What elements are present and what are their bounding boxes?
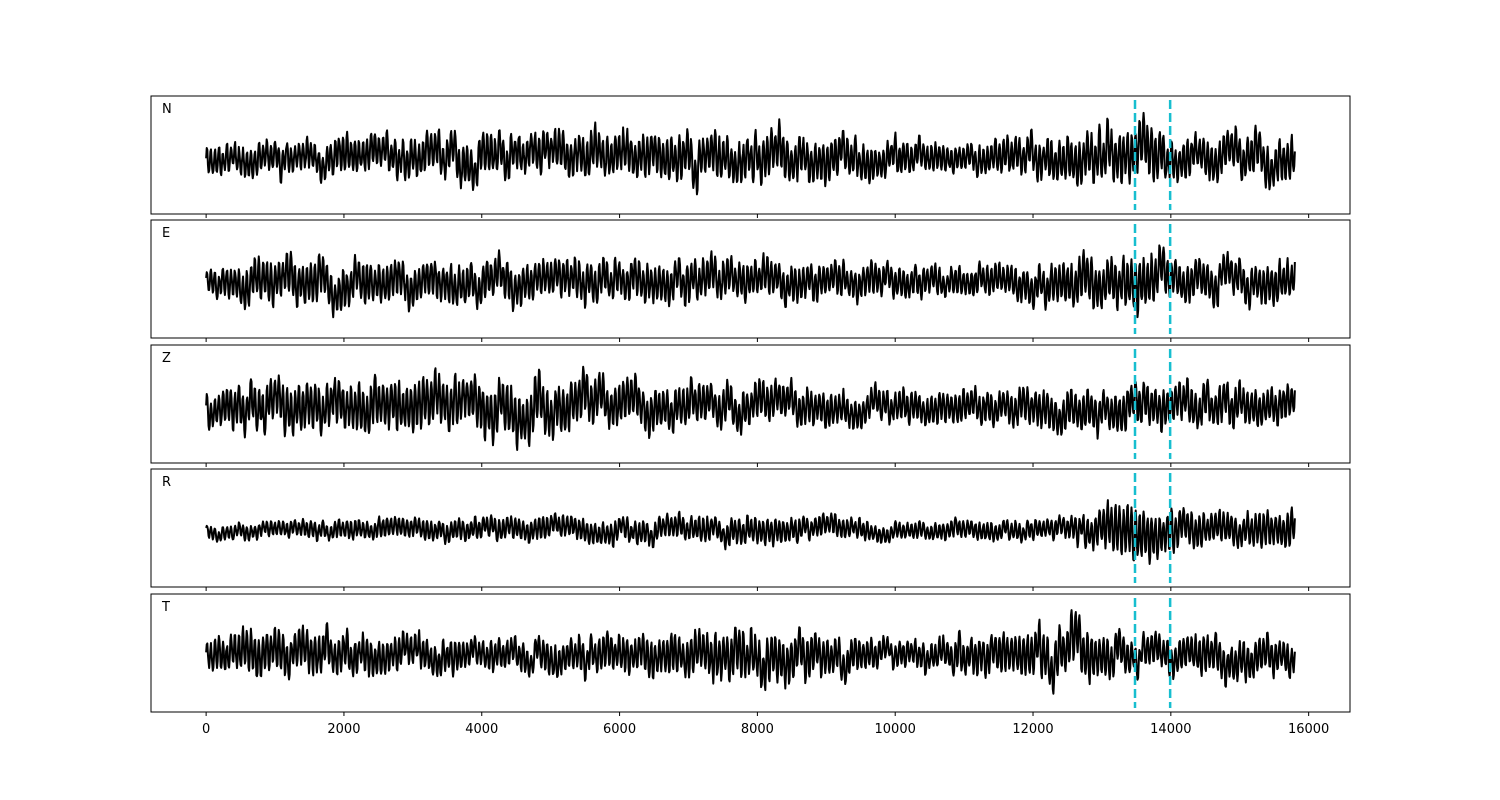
panel-frame-e [150, 219, 1351, 339]
x-tick-label: 10000 [875, 722, 916, 737]
panel-label-n: N [162, 102, 172, 117]
x-tick-label: 0 [202, 722, 210, 737]
x-tick-label: 12000 [1012, 722, 1053, 737]
panel-label-t: T [161, 600, 170, 615]
trace-line-e [205, 244, 1296, 319]
panel-frame-t [150, 593, 1351, 713]
trace-line-n [205, 111, 1296, 196]
x-tick-label: 16000 [1288, 722, 1329, 737]
x-tick-label: 6000 [603, 722, 636, 737]
trace-panels: N E Z R T [150, 95, 1351, 716]
x-tick-label: 2000 [327, 722, 360, 737]
trace-line-z [205, 365, 1296, 451]
panel-frame-n [150, 95, 1351, 215]
x-tick-label: 14000 [1150, 722, 1191, 737]
panel-frame-z [150, 344, 1351, 464]
trace-line-r [205, 499, 1296, 565]
panel-label-z: Z [162, 351, 171, 366]
panel-label-e: E [162, 226, 170, 241]
panel-label-r: R [162, 475, 171, 490]
x-tick-label: 8000 [741, 722, 774, 737]
panel-frame-r [150, 468, 1351, 588]
trace-line-t [205, 609, 1296, 695]
x-axis: 0 2000 4000 6000 8000 10000 12000 14000 16000 [202, 722, 1329, 737]
x-tick-label: 4000 [465, 722, 498, 737]
